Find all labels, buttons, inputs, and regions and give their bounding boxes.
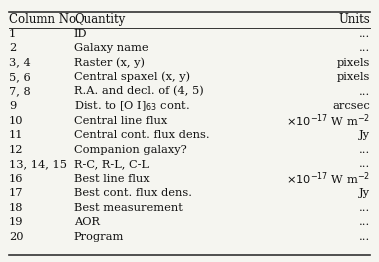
Text: 5, 6: 5, 6	[9, 72, 31, 82]
Text: Best cont. flux dens.: Best cont. flux dens.	[74, 188, 192, 198]
Text: Companion galaxy?: Companion galaxy?	[74, 145, 187, 155]
Text: R-C, R-L, C-L: R-C, R-L, C-L	[74, 159, 149, 169]
Text: Central line flux: Central line flux	[74, 116, 167, 125]
Text: R.A. and decl. of (4, 5): R.A. and decl. of (4, 5)	[74, 86, 204, 97]
Text: Quantity: Quantity	[74, 13, 125, 25]
Text: ...: ...	[359, 145, 370, 155]
Text: AOR: AOR	[74, 217, 100, 227]
Text: pixels: pixels	[337, 72, 370, 82]
Text: 13, 14, 15: 13, 14, 15	[9, 159, 67, 169]
Text: 10: 10	[9, 116, 23, 125]
Text: ...: ...	[359, 217, 370, 227]
Text: Best line flux: Best line flux	[74, 173, 150, 184]
Text: Dist. to [O I]$_{63}$ cont.: Dist. to [O I]$_{63}$ cont.	[74, 99, 190, 113]
Text: Program: Program	[74, 232, 124, 242]
Text: Jy: Jy	[359, 188, 370, 198]
Text: 16: 16	[9, 173, 23, 184]
Text: 7, 8: 7, 8	[9, 86, 31, 96]
Text: Central cont. flux dens.: Central cont. flux dens.	[74, 130, 210, 140]
Text: 11: 11	[9, 130, 23, 140]
Text: arcsec: arcsec	[332, 101, 370, 111]
Text: Column No.: Column No.	[9, 13, 80, 25]
Text: ...: ...	[359, 43, 370, 53]
Text: $\times10^{-17}$ W m$^{-2}$: $\times10^{-17}$ W m$^{-2}$	[286, 170, 370, 187]
Text: 9: 9	[9, 101, 16, 111]
Text: 12: 12	[9, 145, 23, 155]
Text: Best measurement: Best measurement	[74, 203, 183, 212]
Text: 20: 20	[9, 232, 23, 242]
Text: Units: Units	[338, 13, 370, 25]
Text: 18: 18	[9, 203, 23, 212]
Text: $\times10^{-17}$ W m$^{-2}$: $\times10^{-17}$ W m$^{-2}$	[286, 112, 370, 129]
Text: 3, 4: 3, 4	[9, 58, 31, 68]
Text: pixels: pixels	[337, 58, 370, 68]
Text: Jy: Jy	[359, 130, 370, 140]
Text: ID: ID	[74, 29, 88, 39]
Text: ...: ...	[359, 86, 370, 96]
Text: ...: ...	[359, 29, 370, 39]
Text: Galaxy name: Galaxy name	[74, 43, 149, 53]
Text: 17: 17	[9, 188, 23, 198]
Text: Raster (x, y): Raster (x, y)	[74, 57, 145, 68]
Text: Central spaxel (x, y): Central spaxel (x, y)	[74, 72, 190, 82]
Text: ...: ...	[359, 203, 370, 212]
Text: 1: 1	[9, 29, 16, 39]
Text: 2: 2	[9, 43, 16, 53]
Text: ...: ...	[359, 159, 370, 169]
Text: 19: 19	[9, 217, 23, 227]
Text: ...: ...	[359, 232, 370, 242]
